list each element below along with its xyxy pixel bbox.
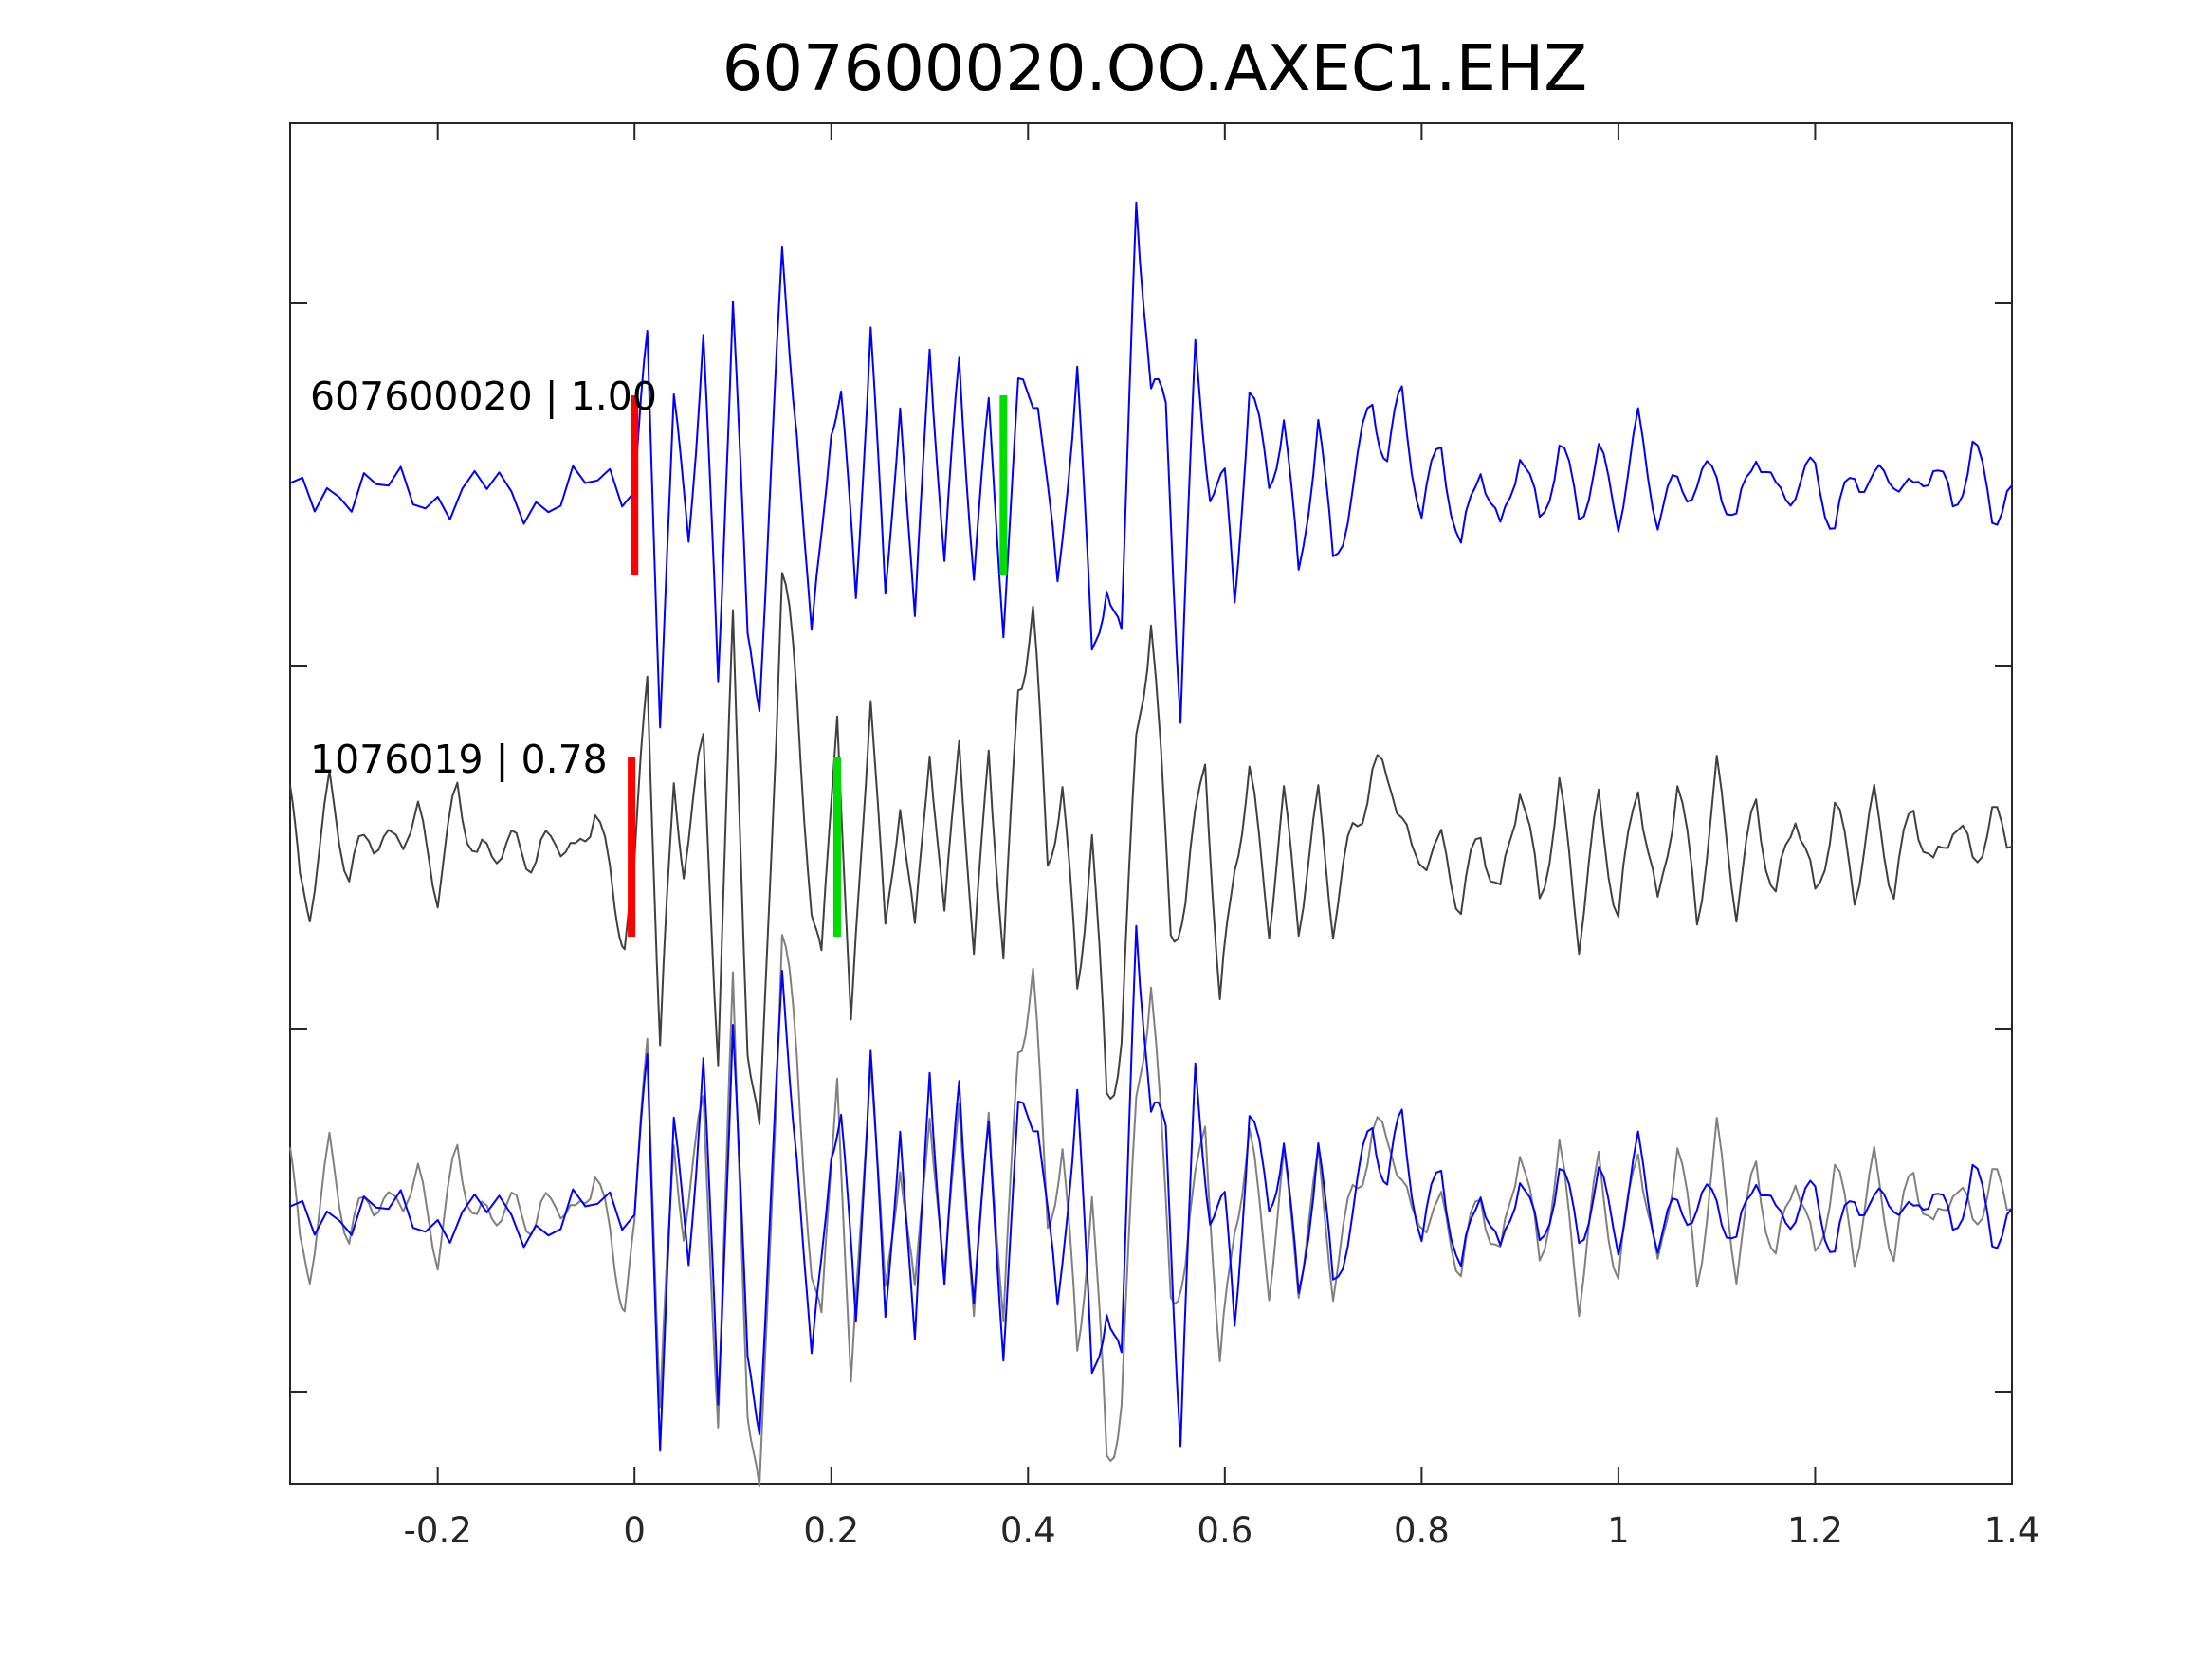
x-tick-label: 0.6 [1197,1510,1252,1551]
plot-area: 607600020 | 1.00 1076019 | 0.78 [289,122,2013,1487]
x-tick-label: 1.2 [1787,1510,1843,1551]
x-axis: -0.2 0 0.2 0.4 0.6 0.8 1 1.2 1.4 [290,123,2039,1551]
x-tick-label: 0 [623,1510,646,1551]
master-trace [289,201,2013,729]
x-tick-label: 0.4 [1000,1510,1056,1551]
match-trace-label: 1076019 | 0.78 [310,737,608,782]
overlay-master-trace [289,924,2013,1452]
x-tick-label: -0.2 [404,1510,472,1551]
chart-title: 607600020.OO.AXEC1.EHZ [722,31,1587,105]
x-tick-label: 1 [1607,1510,1630,1551]
overlay-match-trace [289,934,2013,1487]
axes-box [289,122,2013,1485]
match-trace [289,572,2013,1125]
x-tick-label: 0.8 [1394,1510,1450,1551]
x-tick-label: 1.4 [1984,1510,2040,1551]
master-trace-label: 607600020 | 1.00 [310,374,657,419]
x-tick-label: 0.2 [803,1510,859,1551]
